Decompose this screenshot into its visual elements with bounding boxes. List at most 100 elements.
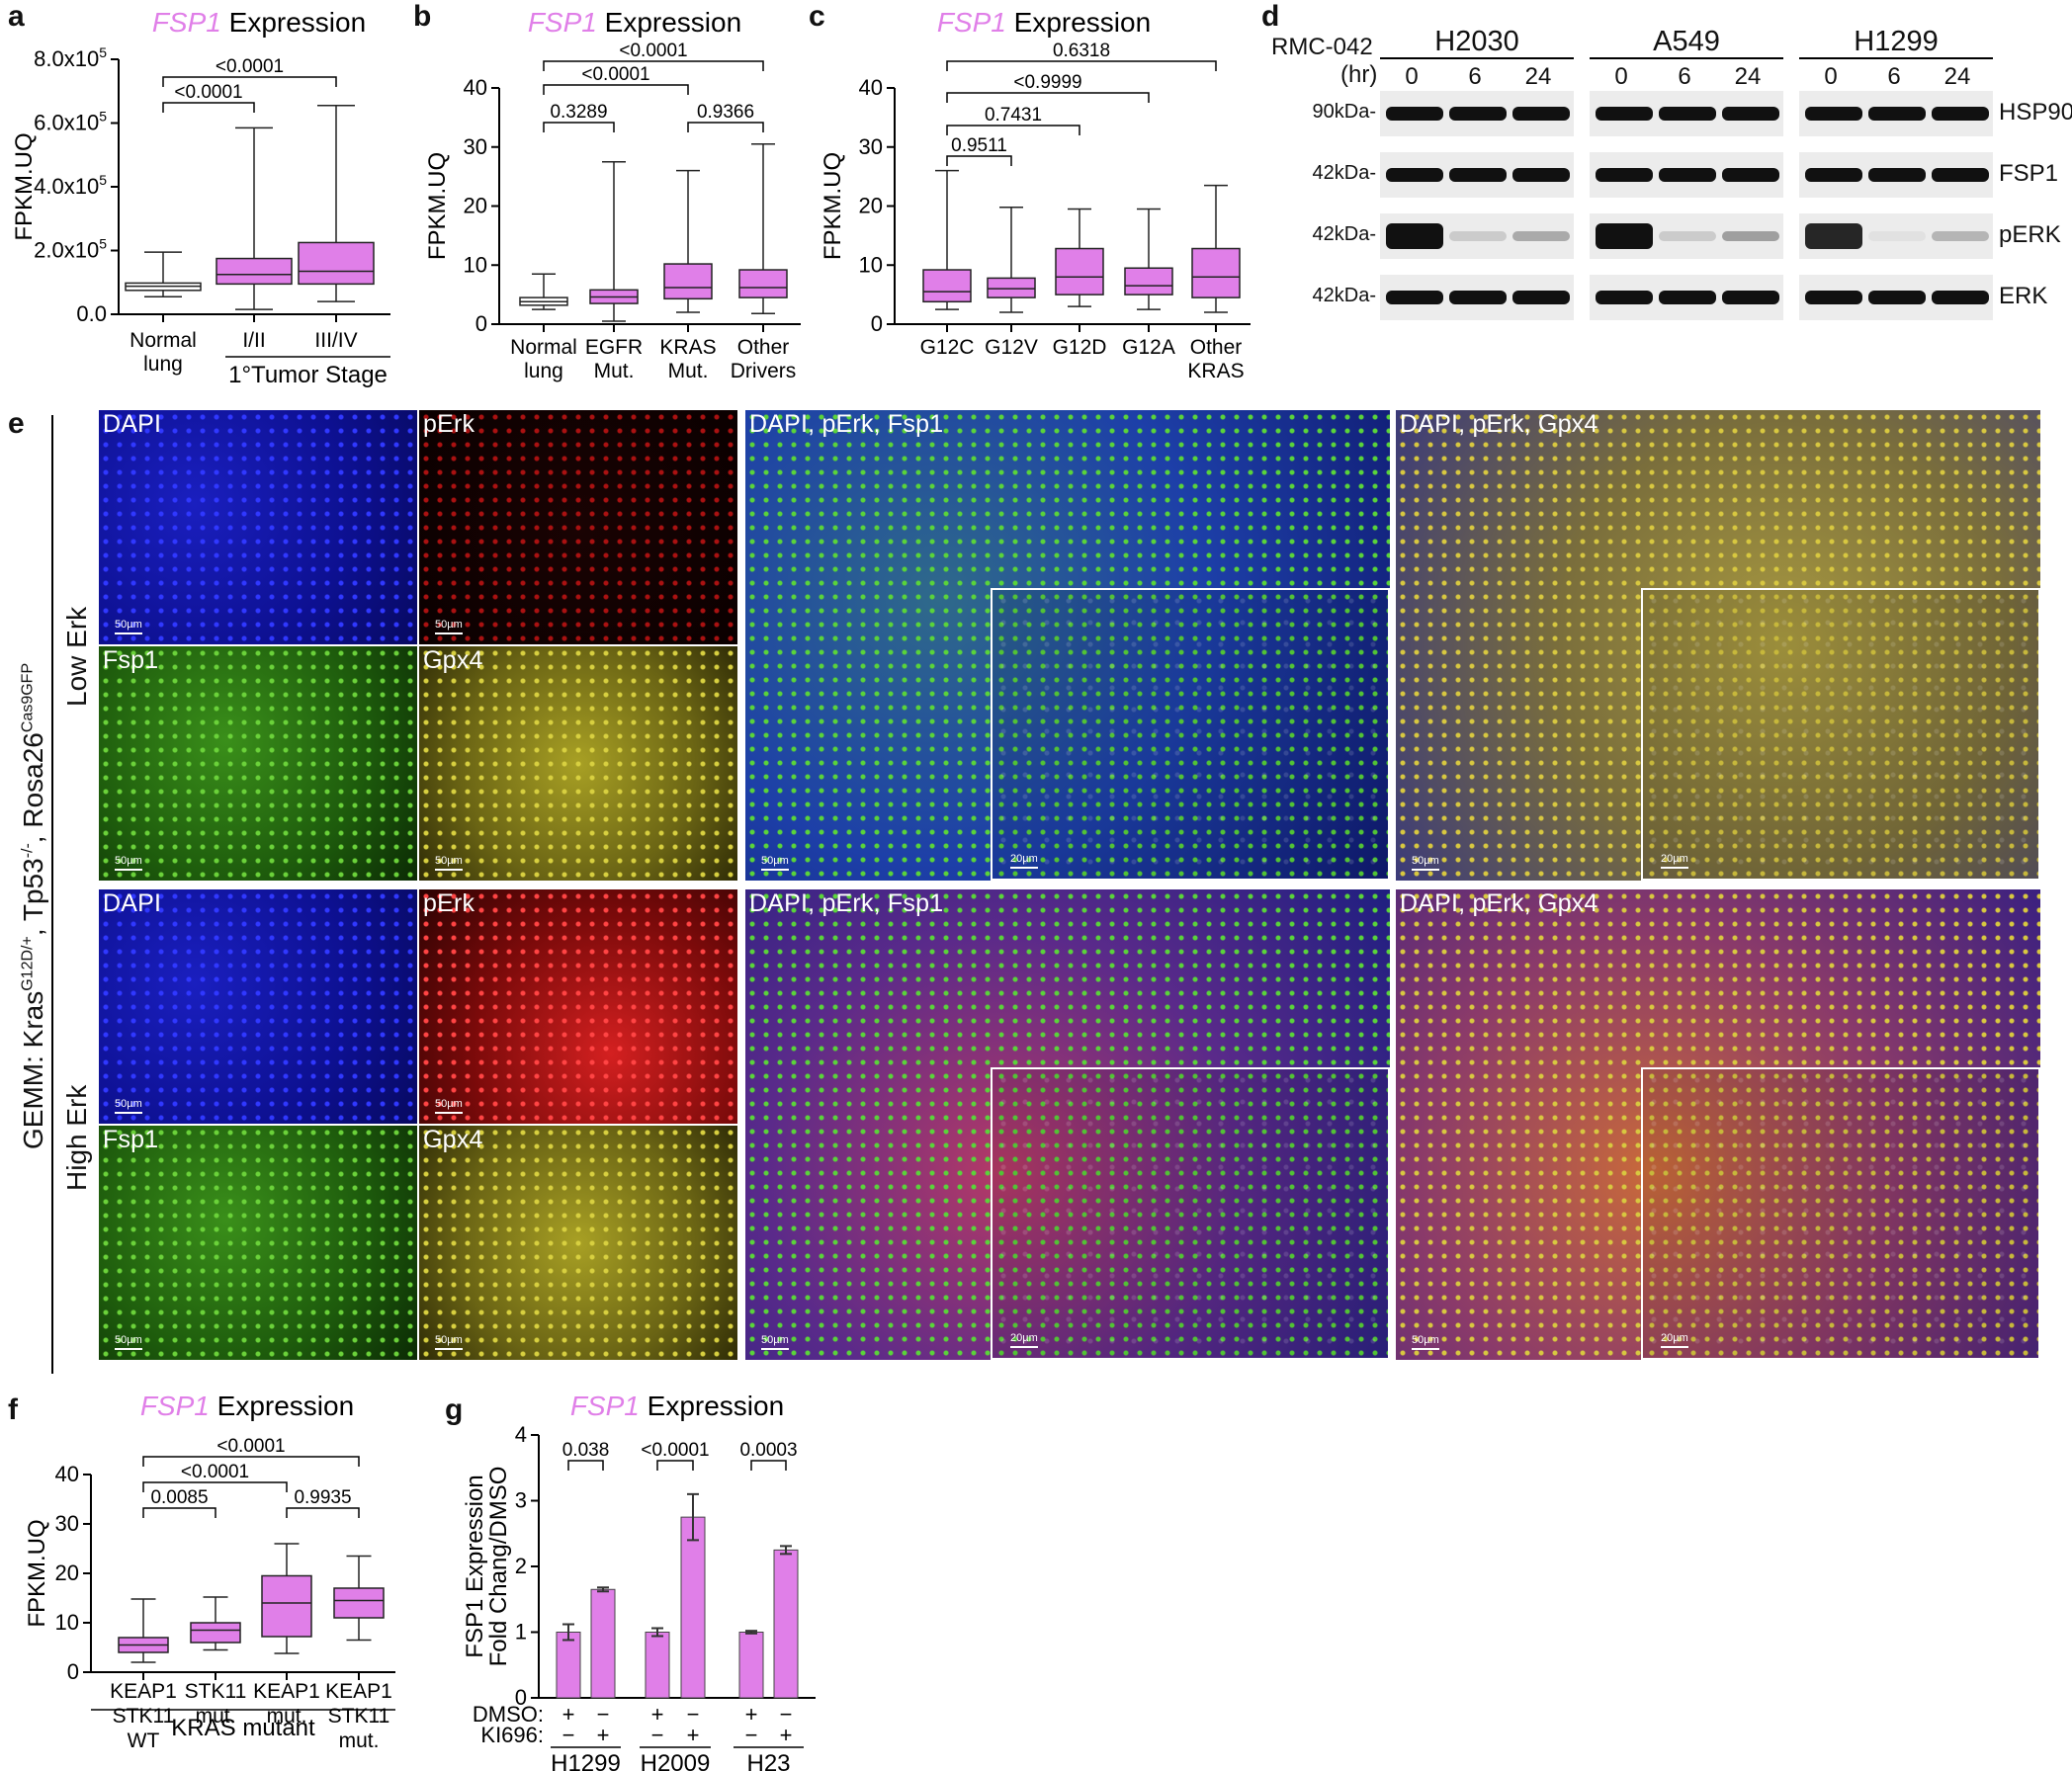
protein-label-fsp1: FSP1 (1999, 160, 2059, 187)
molecular-weight-label: 90kDa- (1312, 101, 1376, 123)
x-category-label: G12V (985, 336, 1038, 359)
blot-band (1722, 291, 1779, 304)
chart-g-title: FSP1 Expression (570, 1391, 784, 1421)
blot-band (1659, 291, 1716, 304)
x-category-label: G12D (1053, 336, 1107, 359)
cell-line-label: H1299 (551, 1750, 621, 1771)
box (216, 257, 293, 286)
ki696-sign: + (687, 1723, 700, 1747)
zoom-inset: 20µm (1641, 588, 2040, 881)
inset-scale-bar: 20µm (1661, 1332, 1688, 1348)
blot-band (1868, 107, 1926, 121)
scale-bar: 50µm (1412, 855, 1439, 871)
box (1191, 247, 1241, 298)
y-tick-label: 10 (859, 252, 883, 277)
box (190, 1622, 241, 1644)
blot-band (1449, 231, 1507, 241)
bar (590, 1588, 616, 1699)
y-axis-label: FPKM.UQ (24, 1519, 50, 1627)
blot-band (1512, 168, 1570, 182)
timepoint-label: 24 (1734, 63, 1762, 90)
tile-perk-low: pErk 50µm (419, 410, 737, 644)
blot-band (1596, 168, 1653, 182)
blot-band (1932, 231, 1989, 241)
blot-strip (1799, 275, 1993, 320)
y-axis-label-1: FSP1 Expression (462, 1475, 488, 1657)
blot-strip (1590, 275, 1783, 320)
y-tick-label: 40 (55, 1462, 79, 1486)
dmso-sign: − (597, 1702, 610, 1727)
blot-band (1868, 291, 1926, 304)
x-category-label: Normal lung (130, 329, 197, 376)
y-tick-label: 20 (464, 194, 487, 218)
panel-e-microscopy: GEMM: KrasG12D/+, Tp53-/-, Rosa26Cas9GFP… (0, 410, 2072, 1379)
box (298, 241, 375, 286)
dmso-sign: − (687, 1702, 700, 1727)
blot-band (1386, 107, 1443, 121)
significance-bracket (946, 92, 1150, 103)
chart-f-fsp1-keap1: FSP1 Expression 0 10 20 30 40 FPKM.UQ KEAP1 STK1… (24, 1391, 395, 1752)
blot-band (1932, 107, 1989, 121)
blot-band (1659, 107, 1716, 121)
y-tick-label: 1 (515, 1620, 527, 1644)
scale-bar: 50µm (115, 1334, 142, 1350)
tile-dapi-high: DAPI 50µm (99, 889, 417, 1124)
p-value-label: <0.9999 (1013, 72, 1081, 93)
p-value-label: 0.6318 (1053, 41, 1110, 61)
timepoint-label: 6 (1468, 63, 1482, 90)
channel-label: Gpx4 (423, 646, 483, 674)
panel-letter-f: f (8, 1393, 18, 1426)
y-tick-label: 40 (464, 75, 487, 100)
tile-fsp1-high: Fsp1 50µm (99, 1126, 417, 1360)
significance-bracket (946, 155, 1012, 166)
dmso-sign: + (562, 1702, 575, 1727)
ki696-sign: + (597, 1723, 610, 1747)
dmso-sign: − (780, 1702, 793, 1727)
blot-band (1512, 231, 1570, 241)
p-value-label: 0.3289 (550, 102, 607, 123)
bar (680, 1516, 706, 1699)
significance-bracket (162, 102, 255, 113)
blot-band (1512, 107, 1570, 121)
blot-band (1722, 231, 1779, 241)
y-tick-label: 20 (859, 194, 883, 218)
box (261, 1574, 312, 1638)
significance-bracket (142, 1481, 288, 1492)
merge-fsp1-low: DAPI, pErk, Fsp1 50µm 20µm (745, 410, 1390, 881)
blot-band (1386, 291, 1443, 304)
x-category-label: I/II (242, 329, 265, 352)
panel-letter-d: d (1261, 0, 1280, 33)
merge-gpx4-high: DAPI, pErk, Gpx4 50µm 20µm (1396, 889, 2040, 1360)
ki696-sign: + (780, 1723, 793, 1747)
significance-bracket (656, 1460, 694, 1471)
blot-strip (1590, 91, 1783, 136)
y-tick-label: 8.0x105 (34, 44, 107, 71)
panel-letter-e: e (8, 407, 25, 440)
box (1124, 267, 1173, 295)
y-axis-label-2: Fold Chang/DMSO (485, 1467, 512, 1667)
blot-band (1659, 168, 1716, 182)
box (1055, 247, 1104, 295)
significance-bracket (567, 1460, 604, 1471)
chart-c-title: FSP1 Expression (937, 7, 1151, 38)
blot-band (1449, 291, 1507, 304)
panel-d-western-blot: RMC-042 (hr) H2030 0 6 24 A549 0 6 24 H1299 0 6 24 … (1261, 0, 2072, 336)
panel-letter-b: b (413, 0, 432, 33)
dmso-sign: + (651, 1702, 664, 1727)
blot-strip (1380, 152, 1574, 198)
timepoint-label: 24 (1524, 63, 1552, 90)
y-tick-label: 2.0x105 (34, 236, 107, 263)
y-tick-label: 30 (859, 134, 883, 159)
p-value-label: <0.0001 (216, 56, 284, 77)
blot-band (1449, 107, 1507, 121)
scale-bar: 50µm (115, 1098, 142, 1114)
blot-band (1722, 168, 1779, 182)
channel-label: DAPI, pErk, Gpx4 (1400, 410, 1598, 438)
chart-b-fsp1-drivers: FSP1 Expression 0 10 20 30 40 FPKM.UQ Normal lun… (424, 7, 801, 382)
scale-bar: 50µm (435, 1334, 463, 1350)
molecular-weight-label: 42kDa- (1312, 285, 1376, 306)
dmso-row-label: DMSO: (473, 1702, 544, 1727)
tile-gpx4-high: Gpx4 50µm (419, 1126, 737, 1360)
box (663, 263, 713, 300)
